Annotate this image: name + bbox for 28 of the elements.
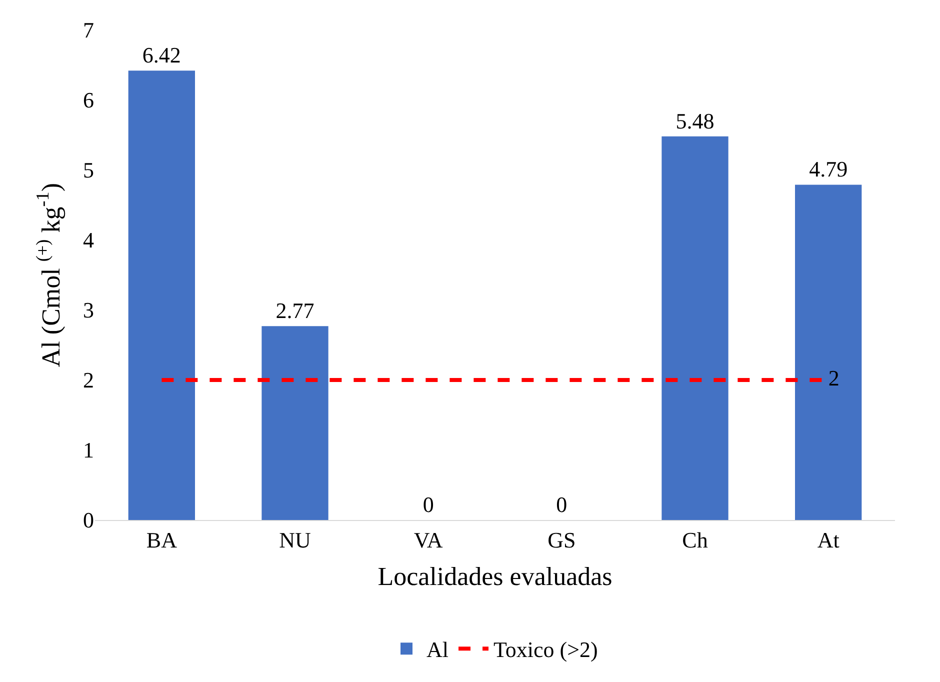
x-tick-label: NU	[279, 527, 311, 552]
x-tick-label: At	[817, 527, 840, 552]
data-label: 2	[828, 366, 840, 390]
data-label: 2.77	[276, 298, 314, 324]
data-label: 0	[422, 492, 434, 517]
x-tick-label: BA	[146, 527, 178, 552]
x-tick-label: GS	[548, 527, 576, 552]
data-label: 0	[556, 492, 568, 517]
y-tick-label: 4	[83, 228, 94, 253]
x-axis-title: Localidades evaluadas	[378, 562, 612, 592]
data-label: 6.42	[142, 42, 181, 68]
y-tick-label: 7	[83, 18, 94, 43]
legend-label: Toxico (>2)	[494, 637, 598, 662]
y-tick-label: 6	[83, 88, 94, 113]
data-label: 4.79	[809, 156, 848, 182]
legend-label: Al	[426, 637, 448, 662]
y-tick-label: 3	[83, 298, 94, 323]
y-tick-label: 1	[83, 438, 94, 463]
x-tick-label: Ch	[682, 527, 708, 552]
bar	[128, 70, 195, 520]
data-label: 5.48	[676, 108, 714, 134]
bar	[662, 136, 728, 520]
y-tick-label: 0	[83, 508, 94, 533]
bar	[262, 326, 328, 520]
bar	[795, 184, 862, 520]
y-tick-label: 5	[83, 158, 94, 183]
x-tick-label: VA	[414, 527, 443, 552]
y-tick-label: 2	[83, 368, 94, 393]
